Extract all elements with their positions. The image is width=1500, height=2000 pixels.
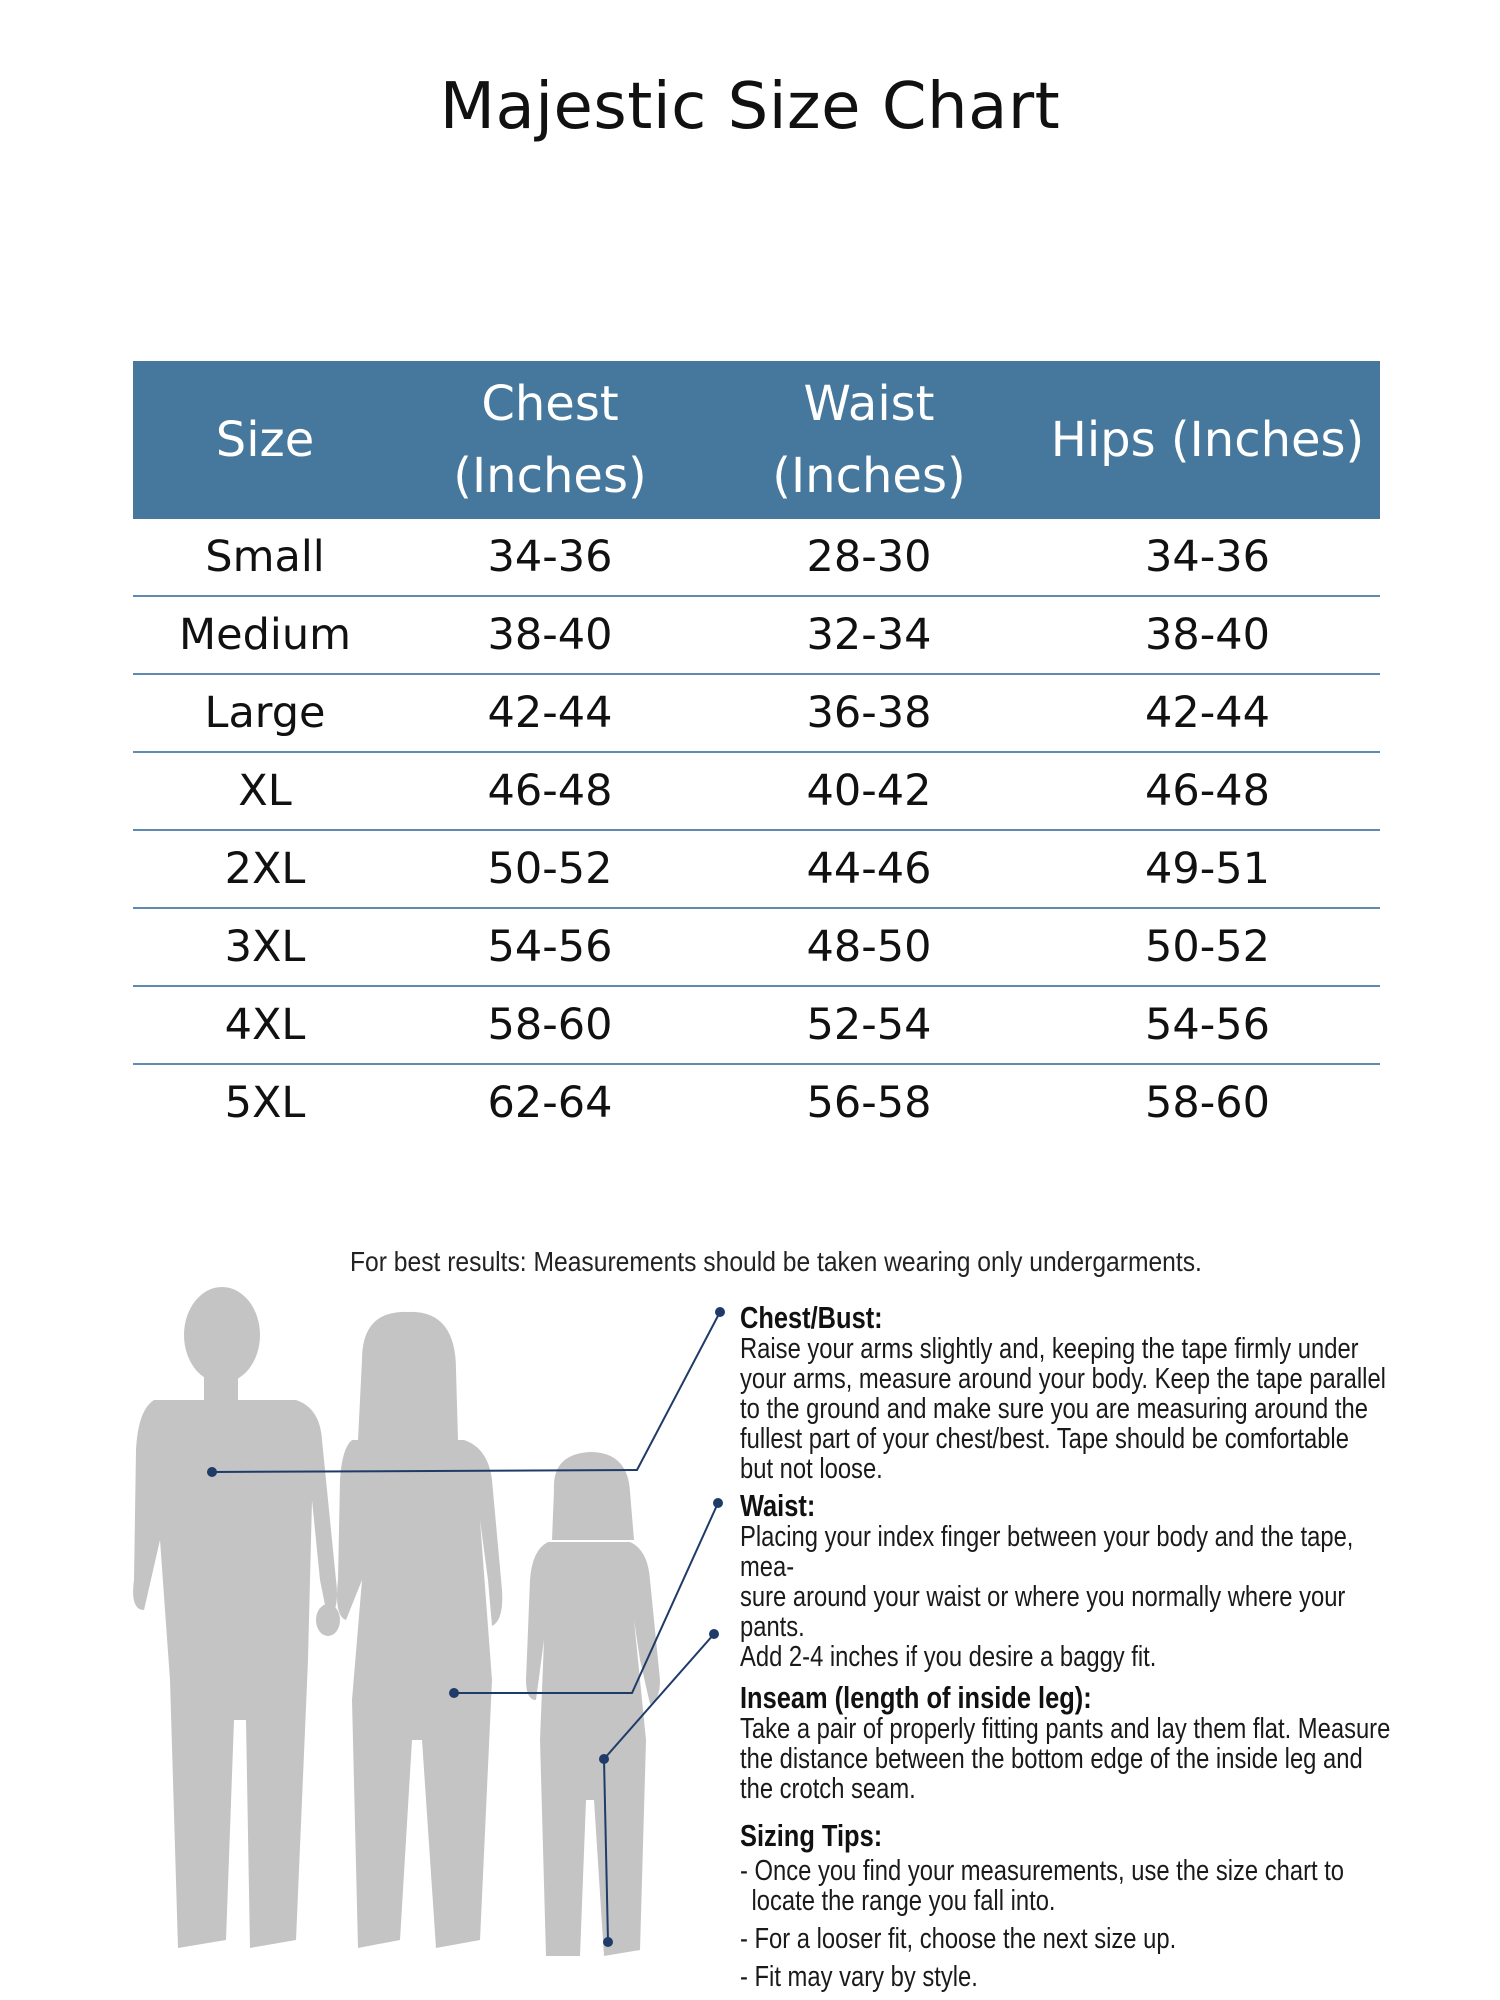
cell-size: Small xyxy=(205,532,325,582)
cell-hips: 46-48 xyxy=(1035,751,1380,830)
inseam-line: the crotch seam. xyxy=(740,1773,916,1805)
cell-waist: 40-42 xyxy=(703,751,1035,830)
child-body xyxy=(526,1542,660,1956)
chest-line: to the ground and make sure you are meas… xyxy=(740,1393,1368,1425)
inseam-heading: Inseam (length of inside leg): xyxy=(740,1680,1092,1715)
sizing-tip: - For a looser fit, choose the next size… xyxy=(740,1923,1177,1955)
cell-size: Large xyxy=(133,673,397,752)
inseam-bottom-dot xyxy=(603,1937,613,1947)
chest-line: Raise your arms slightly and, keeping th… xyxy=(740,1333,1359,1365)
header-hips: Hips (Inches) xyxy=(1035,361,1380,519)
cell-chest: 50-52 xyxy=(397,829,703,908)
man-hand xyxy=(316,1604,340,1636)
waist-line: Add 2-4 inches if you desire a baggy fit… xyxy=(740,1641,1157,1673)
cell-hips: 58-60 xyxy=(1035,1063,1380,1141)
table-row: Small 34-36 28-30 34-36 xyxy=(133,519,1380,596)
chest-label-dot xyxy=(715,1307,725,1317)
chest-line: but not loose. xyxy=(740,1453,883,1485)
cell-chest: 54-56 xyxy=(397,907,703,986)
chest-heading: Chest/Bust: xyxy=(740,1300,883,1335)
man-body xyxy=(133,1400,337,1948)
cell-size: 3XL xyxy=(133,907,397,986)
sizing-tips-list: - Once you find your measurements, use t… xyxy=(740,1856,1412,1992)
chest-marker-dot xyxy=(207,1467,217,1477)
cell-chest: 42-44 xyxy=(397,673,703,752)
cell-hips: 38-40 xyxy=(1035,595,1380,674)
sizing-tips: Sizing Tips: - Once you find your measur… xyxy=(740,1818,1412,1993)
waist-heading: Waist: xyxy=(740,1488,816,1523)
waist-line: Placing your index finger between your b… xyxy=(740,1521,1354,1583)
cell-chest: 58-60 xyxy=(397,985,703,1064)
waist-marker-dot xyxy=(449,1688,459,1698)
waist-label-dot xyxy=(713,1498,723,1508)
inseam-line: Take a pair of properly fitting pants an… xyxy=(740,1713,1391,1745)
cell-chest: 62-64 xyxy=(397,1063,703,1141)
table-row: Large 42-44 36-38 42-44 xyxy=(133,673,1380,752)
measurement-instructions: Chest/Bust: Raise your arms slightly and… xyxy=(740,1302,1440,2000)
size-table: Size Chest (Inches) Waist (Inches) Hips … xyxy=(133,361,1380,1141)
cell-waist: 56-58 xyxy=(703,1063,1035,1141)
cell-size: XL xyxy=(133,751,397,830)
inseam-connector xyxy=(603,1633,715,1760)
waist-line: sure around your waist or where you norm… xyxy=(740,1581,1346,1643)
table-row: 5XL 62-64 56-58 58-60 xyxy=(133,1063,1380,1141)
man-head xyxy=(184,1287,260,1383)
best-results-note: For best results: Measurements should be… xyxy=(350,1246,1202,1277)
chest-line: fullest part of your chest/best. Tape sh… xyxy=(740,1423,1349,1455)
chest-connector xyxy=(211,1311,721,1473)
man-neck xyxy=(204,1376,238,1402)
cell-size: Medium xyxy=(133,595,397,674)
cell-waist: 44-46 xyxy=(703,829,1035,908)
waist-instructions: Waist: Placing your index finger between… xyxy=(740,1488,1412,1673)
inseam-line: the distance between the bottom edge of … xyxy=(740,1743,1363,1775)
inseam-label-dot xyxy=(709,1629,719,1639)
cell-size: 4XL xyxy=(133,985,397,1064)
cell-hips: 50-52 xyxy=(1035,907,1380,986)
sizing-tip: - Fit may vary by style. xyxy=(740,1961,978,1993)
cell-waist: 36-38 xyxy=(703,673,1035,752)
cell-chest: 46-48 xyxy=(397,751,703,830)
waist-connector xyxy=(454,1502,719,1694)
cell-size: 5XL xyxy=(133,1063,397,1141)
chest-line: your arms, measure around your body. Kee… xyxy=(740,1363,1386,1395)
chest-instructions: Chest/Bust: Raise your arms slightly and… xyxy=(740,1300,1412,1485)
cell-waist: 48-50 xyxy=(703,907,1035,986)
header-waist: Waist (Inches) xyxy=(703,361,1035,519)
header-size: Size xyxy=(133,361,397,519)
woman-body xyxy=(337,1440,503,1948)
cell-waist: 28-30 xyxy=(806,532,932,582)
cell-size: 2XL xyxy=(133,829,397,908)
table-header-row: Size Chest (Inches) Waist (Inches) Hips … xyxy=(133,361,1380,519)
cell-waist: 32-34 xyxy=(703,595,1035,674)
table-row: 2XL 50-52 44-46 49-51 xyxy=(133,829,1380,908)
inseam-marker-dot xyxy=(599,1754,609,1764)
cell-chest: 34-36 xyxy=(487,532,613,582)
table-row: 4XL 58-60 52-54 54-56 xyxy=(133,985,1380,1064)
child-hair xyxy=(552,1452,634,1540)
cell-hips: 34-36 xyxy=(1145,532,1270,582)
table-row: Medium 38-40 32-34 38-40 xyxy=(133,595,1380,674)
inseam-measure-line xyxy=(603,1758,609,1943)
sizing-tip: - Once you find your measurements, use t… xyxy=(740,1855,1345,1917)
cell-hips: 49-51 xyxy=(1035,829,1380,908)
page-title: Majestic Size Chart xyxy=(439,70,1061,144)
cell-chest: 38-40 xyxy=(397,595,703,674)
cell-hips: 42-44 xyxy=(1035,673,1380,752)
cell-hips: 54-56 xyxy=(1035,985,1380,1064)
table-row: 3XL 54-56 48-50 50-52 xyxy=(133,907,1380,986)
inseam-instructions: Inseam (length of inside leg): Take a pa… xyxy=(740,1680,1412,1805)
table-row: XL 46-48 40-42 46-48 xyxy=(133,751,1380,830)
sizing-tips-heading: Sizing Tips: xyxy=(740,1818,883,1853)
header-chest: Chest (Inches) xyxy=(397,361,703,519)
woman-hair xyxy=(358,1311,458,1440)
family-silhouette-icon xyxy=(133,1287,725,1956)
cell-waist: 52-54 xyxy=(703,985,1035,1064)
